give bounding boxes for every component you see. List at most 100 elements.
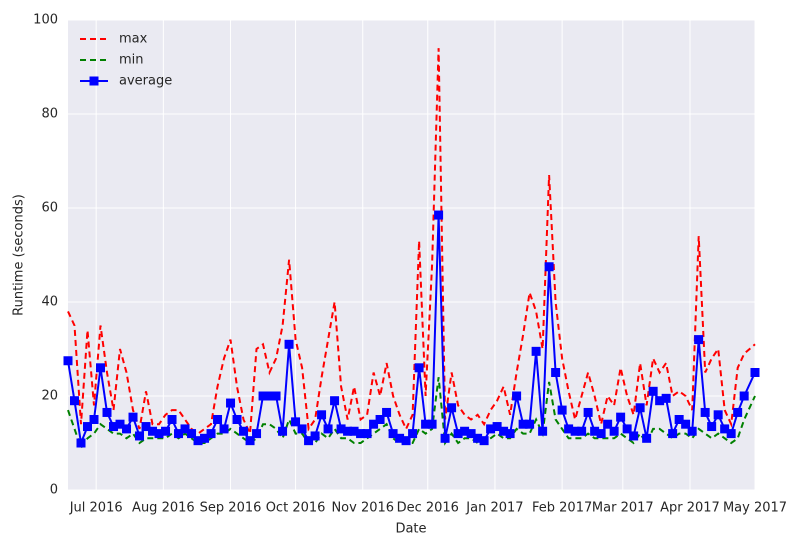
data-point xyxy=(700,407,710,417)
data-point xyxy=(726,429,736,439)
data-point xyxy=(89,415,99,424)
data-point xyxy=(642,433,652,443)
y-tick-label: 60 xyxy=(41,201,58,216)
data-point xyxy=(70,396,80,406)
data-point xyxy=(252,429,262,439)
y-tick-label: 40 xyxy=(41,295,58,310)
data-point xyxy=(193,436,203,446)
data-point xyxy=(356,429,366,439)
data-point xyxy=(479,436,489,446)
data-point xyxy=(122,424,132,434)
data-point xyxy=(681,419,691,429)
data-point xyxy=(317,410,327,420)
data-point xyxy=(284,339,294,349)
data-point xyxy=(323,424,333,434)
x-tick-label: Jan 2017 xyxy=(465,501,523,516)
data-point xyxy=(154,429,164,439)
data-point xyxy=(694,335,704,345)
data-point xyxy=(336,424,346,434)
data-point xyxy=(167,415,177,424)
series-line xyxy=(67,48,756,438)
x-tick-label: Sep 2016 xyxy=(200,501,262,516)
data-point xyxy=(434,210,444,220)
data-point xyxy=(629,431,639,441)
x-tick-label: Aug 2016 xyxy=(132,501,195,516)
data-point xyxy=(219,424,229,434)
x-tick-label: Feb 2017 xyxy=(532,501,592,516)
data-point xyxy=(297,424,307,434)
data-point xyxy=(382,407,392,417)
x-tick-label: May 2017 xyxy=(723,501,787,516)
y-axis-label: Runtime (seconds) xyxy=(12,194,27,316)
data-point xyxy=(226,398,236,408)
data-point xyxy=(544,262,554,272)
x-tick-label: Dec 2016 xyxy=(397,501,459,516)
data-point xyxy=(291,417,301,427)
data-point xyxy=(460,426,470,436)
x-axis-label: Date xyxy=(395,522,426,537)
data-point xyxy=(414,363,424,373)
x-tick-label: Oct 2016 xyxy=(266,501,326,516)
data-point xyxy=(733,407,743,417)
data-point xyxy=(258,391,268,401)
data-point xyxy=(408,429,418,439)
data-point xyxy=(447,403,457,413)
data-point xyxy=(161,426,171,436)
data-point xyxy=(349,426,359,436)
y-tick-label: 0 xyxy=(50,483,58,498)
data-point xyxy=(401,436,411,446)
data-point xyxy=(557,405,567,415)
data-point xyxy=(109,422,119,432)
data-point xyxy=(466,429,476,439)
data-point xyxy=(713,410,723,420)
data-point xyxy=(232,415,242,424)
data-point xyxy=(538,426,548,436)
y-tick-label: 100 xyxy=(33,13,58,28)
data-point xyxy=(239,426,249,436)
data-point xyxy=(83,422,93,432)
data-point xyxy=(427,419,437,429)
data-point xyxy=(720,424,730,434)
legend-label: average xyxy=(119,74,172,89)
data-point xyxy=(551,368,561,377)
data-point xyxy=(473,433,483,443)
data-point xyxy=(583,407,593,417)
data-point xyxy=(564,424,574,434)
data-point xyxy=(310,431,320,441)
data-point xyxy=(180,424,190,434)
data-point xyxy=(115,419,125,429)
data-point xyxy=(635,403,645,413)
data-point xyxy=(577,426,587,436)
data-point xyxy=(271,391,281,401)
data-point xyxy=(343,426,353,436)
x-tick-label: Apr 2017 xyxy=(660,501,720,516)
data-point xyxy=(622,424,632,434)
data-point xyxy=(655,396,665,406)
y-tick-label: 20 xyxy=(41,389,58,404)
data-point xyxy=(609,426,619,436)
data-point xyxy=(603,419,613,429)
data-point xyxy=(102,407,112,417)
data-point xyxy=(750,368,760,377)
data-point xyxy=(245,436,255,446)
data-point xyxy=(518,419,528,429)
data-point xyxy=(668,429,678,439)
data-point xyxy=(499,426,509,436)
data-point xyxy=(96,363,106,373)
data-point xyxy=(128,412,138,422)
data-point xyxy=(505,429,515,439)
x-tick-label: Nov 2016 xyxy=(331,501,394,516)
data-point xyxy=(174,429,184,439)
data-point xyxy=(375,415,385,424)
data-point xyxy=(531,346,541,356)
data-point xyxy=(687,426,697,436)
y-tick-label: 80 xyxy=(41,107,58,122)
data-point xyxy=(616,412,626,422)
legend-marker xyxy=(89,76,99,86)
data-point xyxy=(707,422,717,432)
legend-label: max xyxy=(119,32,148,47)
data-point xyxy=(369,419,379,429)
data-point xyxy=(265,391,275,401)
data-point xyxy=(148,426,158,436)
